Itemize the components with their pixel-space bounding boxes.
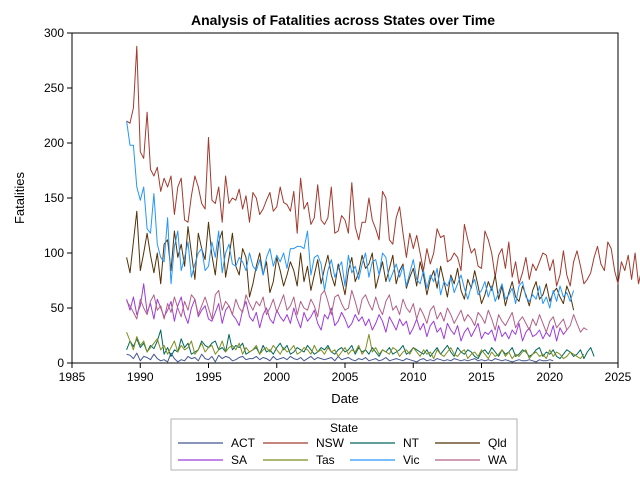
chart-title: Analysis of Fatalities across States ove… [191,12,495,28]
series-line-vic [126,120,575,309]
x-tick-label: 1990 [127,370,154,384]
legend-label-qld: Qld [488,436,507,450]
legend-label-wa: WA [488,453,507,467]
legend-items: ACT NSW NT Qld SA Tas Vic WA [178,436,507,467]
legend-label-nsw: NSW [316,436,345,450]
series-line-nsw [126,45,640,287]
y-axis-label: Fatalities [12,171,27,224]
x-axis-label: Date [331,391,358,406]
legend-label-tas: Tas [316,453,335,467]
x-tick-label: 1985 [59,370,86,384]
x-tick-label: 2015 [468,370,495,384]
series-line-sa [126,283,568,342]
legend-label-nt: NT [403,436,420,450]
legend-title: State [330,421,358,435]
y-tick-label: 0 [57,356,64,370]
y-tick-label: 100 [44,246,64,260]
y-tick-label: 50 [51,301,65,315]
x-tick-label: 2010 [400,370,427,384]
legend-label-sa: SA [231,453,247,467]
x-tick-label: 2020 [536,370,563,384]
legend-frame [170,418,518,471]
x-tick-label: 2005 [332,370,359,384]
x-tick-label: 2025 [605,370,632,384]
x-tick-label: 1995 [195,370,222,384]
series-line-nt [126,329,595,360]
y-tick-label: 300 [44,26,64,40]
y-tick-label: 250 [44,81,64,95]
legend-label-act: ACT [231,436,256,450]
x-tick-label: 2000 [263,370,290,384]
legend: State ACT NSW NT Qld SA Tas Vic WA [170,418,518,471]
axis-layer: 1985 1990 1995 2000 2005 2010 2015 2020 2025 0 50 1… [44,26,632,384]
series-line-tas [126,332,585,360]
series-line-wa [126,289,588,333]
legend-label-vic: Vic [403,453,419,467]
y-tick-label: 200 [44,136,64,150]
series-layer [126,45,640,363]
series-line-act [126,352,554,363]
y-tick-label: 150 [44,191,64,205]
